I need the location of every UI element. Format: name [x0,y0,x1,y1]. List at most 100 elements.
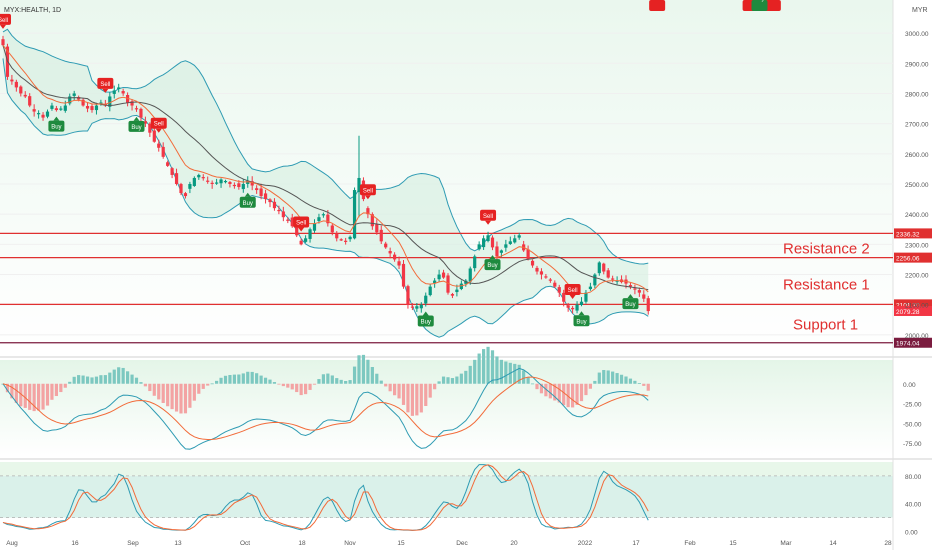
macd-histogram-bar [157,383,161,400]
stoch-k-line [2,464,649,531]
candle-body [504,244,508,248]
candle-body [263,193,268,200]
candle [90,103,94,113]
macd-histogram-bar [304,383,308,395]
ema-line [2,44,649,294]
candle-body [588,286,592,290]
candle [41,112,45,121]
macd-histogram-bar [223,375,228,384]
candle-body [37,113,41,115]
candle-body [530,260,535,266]
macd-histogram-bar [379,380,383,384]
candle-body [272,201,277,209]
macd-histogram-bar [192,383,196,401]
macd-tick-label: -50.00 [903,421,922,428]
price-tick-label: 2300.00 [905,242,929,249]
upper-band-line [2,28,649,265]
candle [268,198,272,208]
candle [152,128,156,143]
macd-histogram-bar [482,349,486,384]
candle [263,189,268,204]
trade-signals: Sell Sell Sell Sell Sell Sell Sell Sell Sell Sell… [0,0,781,327]
macd-histogram-bar [28,383,32,410]
sell-signal: Sell [359,184,376,200]
candle-body [54,108,58,111]
macd-tick-label: -25.00 [903,402,922,409]
candle [183,191,188,199]
stoch-range-fill [0,475,893,518]
candle-body [41,114,45,118]
candle [59,106,63,111]
candle-body [633,288,637,290]
macd-histogram-bar [606,370,610,384]
price-tag-text: 2256.06 [896,256,920,263]
macd-histogram-bar [526,377,530,384]
candle-body [206,180,210,182]
candle [197,173,201,180]
candle [366,206,370,219]
candle-body [103,103,107,106]
macd-histogram-bar [637,383,641,384]
macd-histogram-bar [352,366,357,384]
candle-body [553,282,557,287]
candle [344,237,348,245]
candle [335,231,339,242]
buy-tag [573,315,590,327]
candle-body [32,109,36,112]
macd-histogram-bar [628,378,633,384]
price-axis: 3000.00 2900.00 2800.00 2700.00 2600.00 2500.… [903,31,929,536]
macd-histogram-bar [197,383,201,394]
macd-histogram-bar [179,383,183,414]
macd-histogram-bar [490,350,495,384]
macd-histogram-bar [166,383,170,407]
candle [330,223,334,236]
macd-histogram-bar [437,381,441,384]
macd-histogram-bar [419,383,423,413]
buy-arrow [489,255,496,260]
candle-body [312,223,317,231]
candle [19,85,23,97]
macd-histogram-bar [94,376,99,384]
candle [112,85,116,99]
time-tick-label: 2022 [578,540,593,547]
macd-histogram-bar [597,372,601,384]
candle-body [112,90,116,94]
candle [348,235,352,242]
candle [304,235,308,243]
price-tag-text: 2101.20 [896,302,920,309]
buy-signal: Buy [484,255,501,271]
candle [477,241,481,251]
candle [215,178,219,185]
buy-label: Buy [576,319,586,325]
candle [375,219,379,235]
macd-histogram-bar [557,383,561,403]
macd-histogram-bar [41,383,45,410]
candle [134,105,139,112]
macd-histogram-bar [646,383,650,391]
macd-histogram-bar [397,383,401,399]
macd-histogram-bar [513,363,517,384]
candle-body [450,294,455,296]
candle-body [557,287,561,293]
candle-body [615,280,619,282]
macd-histogram-bar [473,359,477,384]
candle [446,273,450,295]
buy-signal: Buy [573,311,590,327]
macd-histogram-bar [174,383,179,412]
candle-body [268,199,272,203]
candle-body [544,276,548,278]
macd-histogram-bar [312,383,317,385]
candle-body [81,99,85,106]
price-tag-bg [894,305,932,316]
macd-histogram-bar [37,383,41,411]
candle-body [295,225,299,236]
candle-body [611,278,615,280]
moving-averages [2,44,649,294]
buy-arrow [627,294,634,299]
sell-arrow [155,128,162,133]
macd-histogram-bar [290,383,294,390]
sell-arrow [569,294,576,299]
buy-tag [622,298,639,310]
candle-body [388,251,392,254]
